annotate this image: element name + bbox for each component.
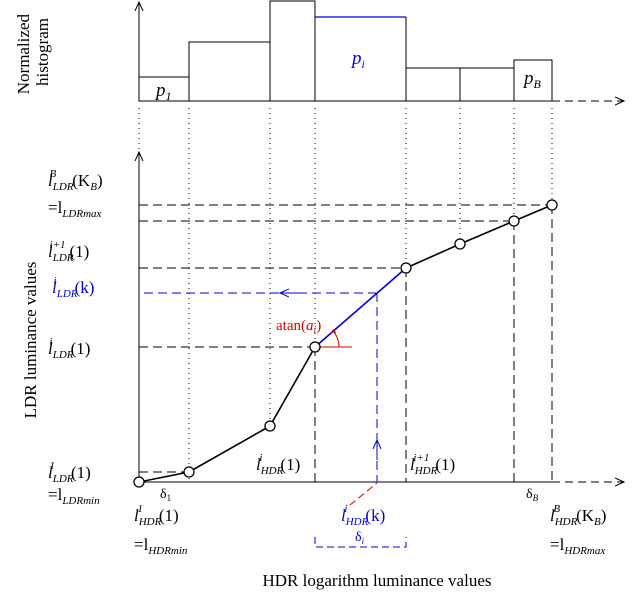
histogram-bar-2 [188, 41, 271, 102]
breakpoint-marker [133, 476, 145, 488]
breakpoint-marker [508, 215, 520, 227]
label-ldr-max-equiv: =lLDRmax [48, 198, 102, 220]
label-hdr-min-equiv: =lHDRmin [134, 535, 188, 557]
label-ldr-min-equiv: =lLDRmin [48, 485, 100, 507]
label-hdr-ik: lHDRi (k) [341, 503, 385, 528]
breakpoint-marker [309, 341, 321, 353]
tone-curve-blue-segment [314, 267, 407, 348]
breakpoint-marker [454, 238, 466, 250]
breakpoint-marker [264, 420, 276, 432]
tone-curve-black-left [138, 346, 316, 483]
label-slope-atan: atan(ai) [276, 318, 321, 336]
label-ldr-i1: lLDRi+1 (1) [48, 239, 89, 264]
label-ldr-min: lLDR1 (1) [48, 460, 91, 485]
breakpoint-marker [183, 466, 195, 478]
delta-labels: δ1 δi δB [160, 487, 539, 546]
histogram-bar-B [513, 59, 553, 102]
histogram-bar-3 [269, 0, 316, 102]
vertical-projections [314, 205, 553, 482]
horizontal-projections [139, 204, 552, 473]
hdr-ik-pointer [349, 482, 378, 506]
breakpoint-marker [546, 199, 558, 211]
delta-i-bracket [314, 537, 407, 548]
slope-arc-arrow-icon [330, 329, 337, 335]
label-hdr-max-equiv: =lHDRmax [550, 535, 605, 557]
tone-curve-black-right [405, 204, 553, 269]
dotted-guides [138, 108, 553, 482]
breakpoints [133, 199, 558, 488]
x-labels: lHDR1 (1) =lHDRmin lHDRi (1) lHDRi+1 (1) lH… [134, 452, 606, 557]
histogram-label-pi: pi [350, 48, 365, 71]
y-axis-title: LDR luminance values [21, 262, 40, 419]
x-axis-title: HDR logarithm luminance values [263, 571, 492, 590]
label-ldr-ik: lLDRi (k) [52, 275, 94, 300]
histogram-label-pB: pB [522, 68, 542, 91]
label-hdr-i1: lHDRi+1 (1) [410, 452, 455, 477]
label-hdr-max: lHDRB (KB) [550, 503, 606, 528]
slope-angle-arc [332, 330, 340, 348]
label-hdr-i: lHDRi (1) [256, 452, 300, 477]
histogram-ylabel: Normalized histogram [14, 10, 52, 95]
label-hdr-min: lHDR1 (1) [134, 503, 179, 528]
histogram-panel: Normalized histogram p1 pi pB [14, 0, 624, 103]
mapping-plot: LDR luminance values HDR logarithm lumin… [21, 152, 624, 590]
histogram-bar-5 [405, 67, 461, 102]
breakpoint-marker [400, 262, 412, 274]
k-projection [139, 292, 378, 482]
label-ldr-i: lLDRi (1) [48, 336, 90, 361]
histogram-label-p1: p1 [154, 80, 172, 103]
histogram-bar-6 [459, 67, 515, 102]
label-ldr-max: lLDRB (KB) [48, 168, 103, 193]
label-delta-B: δB [526, 487, 539, 503]
y-labels: lLDRB (KB) =lLDRmax lLDRi+1 (1) lLDRi (k) l… [48, 168, 103, 507]
label-delta-i: δi [355, 530, 365, 546]
label-delta-1: δ1 [160, 487, 171, 503]
